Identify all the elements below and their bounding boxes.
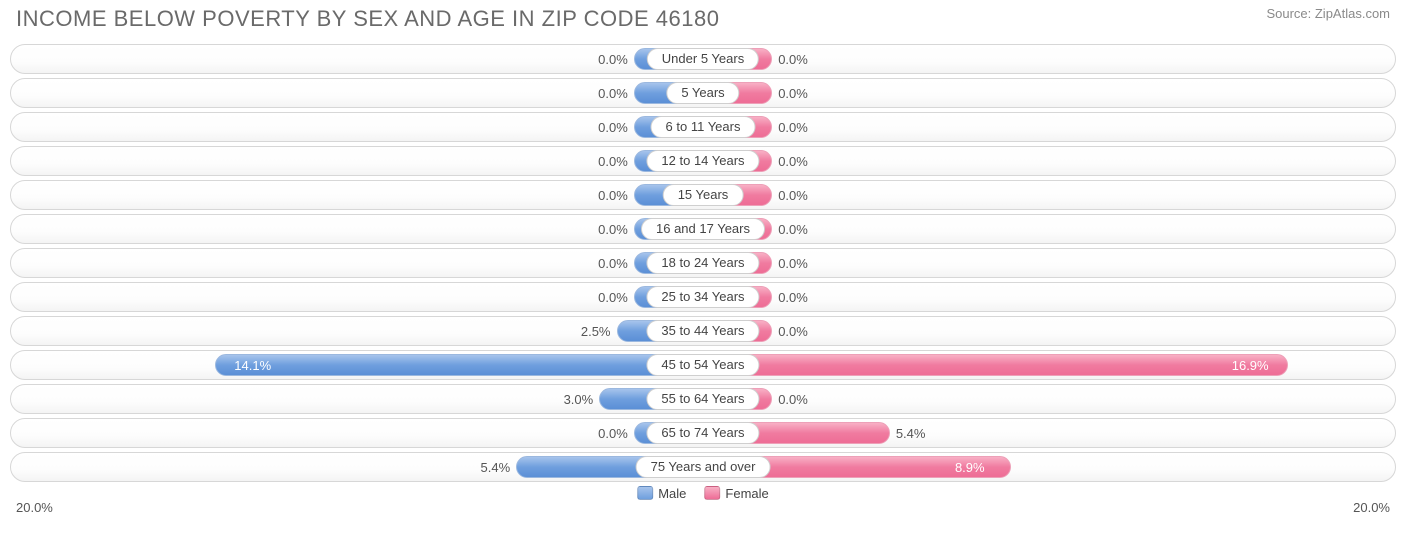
male-value-label: 5.4% — [481, 453, 511, 483]
chart-header: INCOME BELOW POVERTY BY SEX AND AGE IN Z… — [10, 6, 1396, 44]
female-value-label: 5.4% — [896, 419, 926, 449]
male-bar — [215, 354, 703, 376]
male-value-label: 0.0% — [598, 215, 628, 245]
legend-male-label: Male — [658, 486, 686, 501]
chart-row: 14.1% 16.9% 45 to 54 Years — [10, 350, 1396, 380]
chart-row: 0.0% 0.0% 6 to 11 Years — [10, 112, 1396, 142]
female-value-label: 0.0% — [778, 113, 808, 143]
poverty-by-sex-age-chart: INCOME BELOW POVERTY BY SEX AND AGE IN Z… — [0, 0, 1406, 530]
chart-footer: 20.0% Male Female 20.0% — [10, 486, 1396, 526]
axis-label-right: 20.0% — [1353, 500, 1390, 515]
chart-row: 2.5% 0.0% 35 to 44 Years — [10, 316, 1396, 346]
male-value-label: 14.1% — [234, 351, 271, 381]
legend-female-label: Female — [725, 486, 768, 501]
female-value-label: 0.0% — [778, 249, 808, 279]
category-label: 12 to 14 Years — [646, 150, 759, 172]
chart-row: 5.4% 8.9% 75 Years and over — [10, 452, 1396, 482]
category-label: 75 Years and over — [636, 456, 771, 478]
male-value-label: 0.0% — [598, 79, 628, 109]
chart-row: 0.0% 5.4% 65 to 74 Years — [10, 418, 1396, 448]
category-label: 55 to 64 Years — [646, 388, 759, 410]
female-value-label: 16.9% — [1232, 351, 1269, 381]
chart-rows: 0.0%0.0%Under 5 Years0.0%0.0%5 Years0.0%… — [10, 44, 1396, 482]
female-value-label: 0.0% — [778, 181, 808, 211]
category-label: 6 to 11 Years — [651, 116, 756, 138]
female-value-label: 0.0% — [778, 283, 808, 313]
male-value-label: 2.5% — [581, 317, 611, 347]
chart-row: 0.0% 0.0% Under 5 Years — [10, 44, 1396, 74]
male-value-label: 0.0% — [598, 181, 628, 211]
male-value-label: 0.0% — [598, 419, 628, 449]
male-value-label: 0.0% — [598, 45, 628, 75]
chart-row: 0.0% 0.0% 12 to 14 Years — [10, 146, 1396, 176]
chart-title: INCOME BELOW POVERTY BY SEX AND AGE IN Z… — [16, 6, 719, 32]
chart-legend: Male Female — [637, 486, 769, 501]
legend-swatch-female — [704, 486, 720, 500]
female-value-label: 0.0% — [778, 45, 808, 75]
chart-source: Source: ZipAtlas.com — [1266, 6, 1390, 21]
chart-row: 3.0% 0.0% 55 to 64 Years — [10, 384, 1396, 414]
legend-swatch-male — [637, 486, 653, 500]
female-bar — [703, 354, 1288, 376]
female-value-label: 0.0% — [778, 79, 808, 109]
category-label: 45 to 54 Years — [646, 354, 759, 376]
category-label: 18 to 24 Years — [646, 252, 759, 274]
chart-row: 0.0% 0.0% 5 Years — [10, 78, 1396, 108]
category-label: 35 to 44 Years — [646, 320, 759, 342]
category-label: 5 Years — [666, 82, 739, 104]
category-label: 65 to 74 Years — [646, 422, 759, 444]
chart-row: 0.0% 0.0% 15 Years — [10, 180, 1396, 210]
chart-row: 0.0% 0.0% 18 to 24 Years — [10, 248, 1396, 278]
male-value-label: 0.0% — [598, 283, 628, 313]
axis-label-left: 20.0% — [16, 500, 53, 515]
male-value-label: 0.0% — [598, 249, 628, 279]
legend-female: Female — [704, 486, 768, 501]
category-label: Under 5 Years — [647, 48, 759, 70]
legend-male: Male — [637, 486, 686, 501]
female-value-label: 0.0% — [778, 317, 808, 347]
category-label: 25 to 34 Years — [646, 286, 759, 308]
female-value-label: 0.0% — [778, 385, 808, 415]
male-value-label: 0.0% — [598, 147, 628, 177]
female-value-label: 0.0% — [778, 215, 808, 245]
female-value-label: 8.9% — [955, 453, 985, 483]
female-value-label: 0.0% — [778, 147, 808, 177]
chart-row: 0.0% 0.0% 25 to 34 Years — [10, 282, 1396, 312]
category-label: 16 and 17 Years — [641, 218, 765, 240]
male-value-label: 3.0% — [564, 385, 594, 415]
male-value-label: 0.0% — [598, 113, 628, 143]
chart-row: 0.0% 0.0% 16 and 17 Years — [10, 214, 1396, 244]
category-label: 15 Years — [663, 184, 744, 206]
